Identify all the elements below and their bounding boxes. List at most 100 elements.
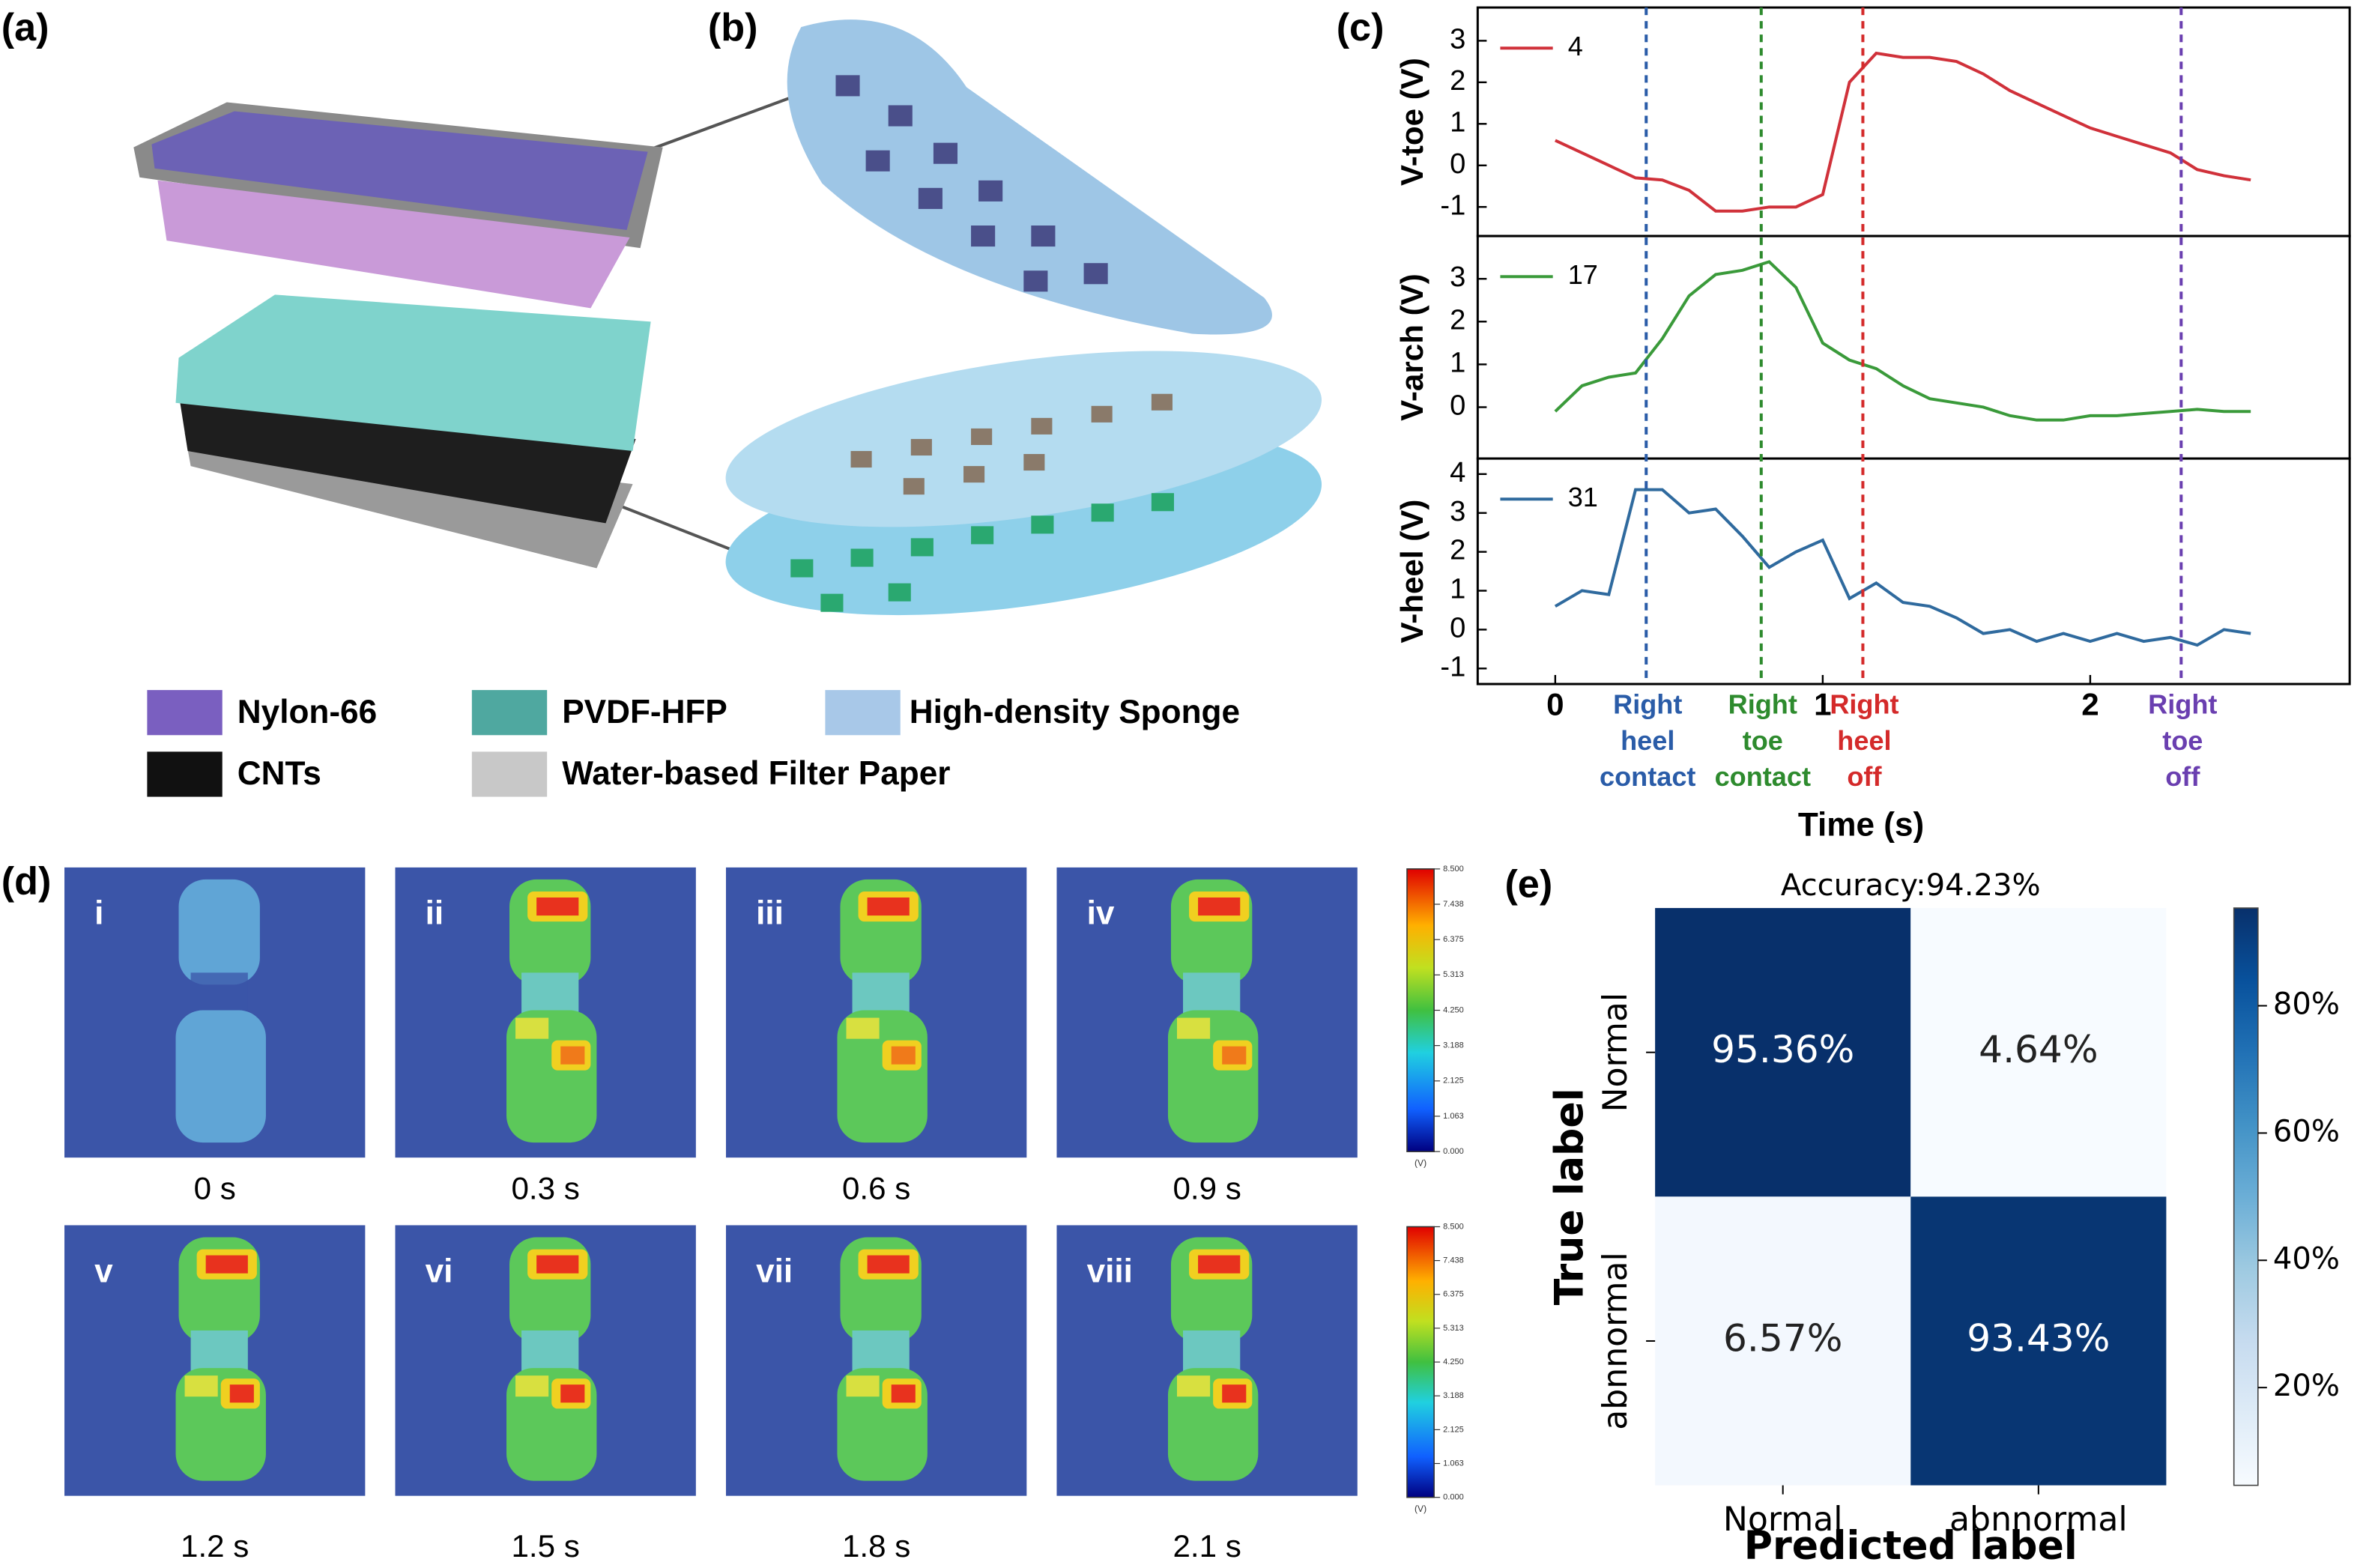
hot-spot <box>536 897 579 916</box>
warm-spot <box>1176 1017 1211 1039</box>
chart-title: Accuracy:94.23% <box>1781 868 2041 903</box>
y-tick-label: -1 <box>1440 650 1465 682</box>
x-tick-label: Normal <box>1723 1501 1843 1539</box>
colorbar-tick-label: 6.375 <box>1443 1290 1464 1299</box>
legend-label: 4 <box>1568 31 1583 61</box>
panel-label: (b) <box>708 6 758 49</box>
colorbar-unit: (V) <box>1415 1504 1426 1514</box>
hot-spot <box>1222 1046 1247 1065</box>
x-tick-label: abnnormal <box>1949 1501 2128 1539</box>
event-label: toe <box>1743 725 1783 756</box>
event-label: contact <box>1600 761 1695 792</box>
pressure-map <box>395 1225 696 1496</box>
foot-bottom <box>175 1010 266 1143</box>
colorbar-unit: (V) <box>1415 1157 1426 1168</box>
warm-spot <box>515 1017 549 1039</box>
pressure-map <box>725 867 1027 1158</box>
series-line <box>1555 51 2251 213</box>
y-tick-label: 2 <box>1450 534 1465 566</box>
x-axis-label: Predicted label <box>1744 1524 2078 1568</box>
panel-label: (a) <box>1 6 49 49</box>
y-axis-label: V-toe (V) <box>1394 58 1429 186</box>
event-label: heel <box>1621 725 1674 756</box>
panel-label: (d) <box>1 860 52 903</box>
hot-spot <box>1222 1384 1247 1403</box>
legend-label: Nylon-66 <box>237 694 377 730</box>
colorbar-tick-label: 7.438 <box>1443 900 1464 909</box>
colorbar-tick-label: 3.188 <box>1443 1041 1464 1050</box>
y-tick-label: 0 <box>1450 611 1465 644</box>
layer-illustration <box>133 81 832 578</box>
hot-spot <box>229 1384 254 1403</box>
frame-numeral: ii <box>426 895 444 932</box>
cell-label: 4.64% <box>1979 1027 2098 1071</box>
colorbar-tick-label: 2.125 <box>1443 1425 1464 1434</box>
matrix-cell <box>1910 908 2167 1197</box>
hot-spot <box>560 1384 585 1403</box>
frame-numeral: iii <box>756 895 784 932</box>
x-axis-label: Time (s) <box>1798 806 1924 843</box>
legend-label: High-density Sponge <box>910 694 1240 730</box>
y-tick-label: abnnormal <box>1597 1252 1635 1430</box>
y-tick-label: 3 <box>1450 495 1465 527</box>
frame-time: 1.2 s <box>181 1528 249 1564</box>
colorbar-tick-label: 6.375 <box>1443 935 1464 944</box>
hot-spot <box>867 897 910 916</box>
colorbar-tick-label: 7.438 <box>1443 1256 1464 1265</box>
warm-spot <box>846 1375 880 1397</box>
hot-spot <box>1198 1255 1241 1274</box>
frame-time: 2.1 s <box>1173 1528 1241 1564</box>
colorbar <box>1406 1226 1435 1498</box>
y-tick-label: 3 <box>1450 261 1465 293</box>
y-tick-label: 0 <box>1450 390 1465 422</box>
legend-label: CNTs <box>237 755 321 792</box>
legend-label: 17 <box>1568 259 1598 290</box>
event-label: Right <box>2148 689 2217 720</box>
colorbar-tick-label: 0.000 <box>1443 1493 1464 1502</box>
hot-spot <box>560 1046 585 1065</box>
frame-time: 0 s <box>194 1170 236 1205</box>
pressure-map <box>64 1225 366 1496</box>
colorbar-tick-label: 2.125 <box>1443 1077 1464 1086</box>
panel-label: (e) <box>1504 863 1552 906</box>
frame-numeral: iv <box>1087 895 1115 932</box>
axes-frame <box>1476 457 2351 685</box>
y-tick-label: 4 <box>1450 456 1465 488</box>
frame-time: 1.5 s <box>512 1528 580 1564</box>
frame-time: 0.9 s <box>1173 1170 1241 1205</box>
series-line <box>1554 488 2251 647</box>
y-tick-label: 1 <box>1450 106 1465 138</box>
series-line <box>1554 260 2251 422</box>
panel-label: (c) <box>1337 6 1385 49</box>
pressure-map <box>1056 1225 1358 1496</box>
colorbar-tick-label: 20% <box>2273 1369 2340 1403</box>
y-tick-label: Normal <box>1597 993 1635 1113</box>
frame-time: 1.8 s <box>842 1528 910 1564</box>
y-axis-label: True label <box>1548 1088 1593 1305</box>
y-axis-label: V-heel (V) <box>1394 500 1429 644</box>
colorbar-tick-label: 60% <box>2273 1114 2340 1148</box>
warm-spot <box>515 1375 549 1397</box>
frame-time: 0.6 s <box>842 1170 910 1205</box>
pressure-map <box>1056 867 1358 1158</box>
colorbar-tick-label: 8.500 <box>1443 1222 1464 1231</box>
pressure-map <box>64 867 366 1158</box>
event-label: contact <box>1715 761 1811 792</box>
colorbar-tick-label: 4.250 <box>1443 1005 1464 1014</box>
y-tick-label: 2 <box>1450 303 1465 336</box>
pressure-map <box>395 867 696 1158</box>
hot-spot <box>891 1384 916 1403</box>
y-axis-label: V-arch (V) <box>1394 273 1429 421</box>
y-tick-label: -1 <box>1440 189 1465 221</box>
x-tick-label: 0 <box>1546 686 1564 721</box>
axes-frame <box>1476 234 2351 460</box>
event-label: Right <box>1728 689 1797 720</box>
pressure-map <box>725 1225 1027 1496</box>
warm-spot <box>846 1017 880 1039</box>
event-label: Right <box>1613 689 1682 720</box>
foot-top <box>178 879 260 985</box>
warm-spot <box>184 1375 218 1397</box>
event-label: Right <box>1830 689 1898 720</box>
colorbar-tick-label: 40% <box>2273 1241 2340 1276</box>
